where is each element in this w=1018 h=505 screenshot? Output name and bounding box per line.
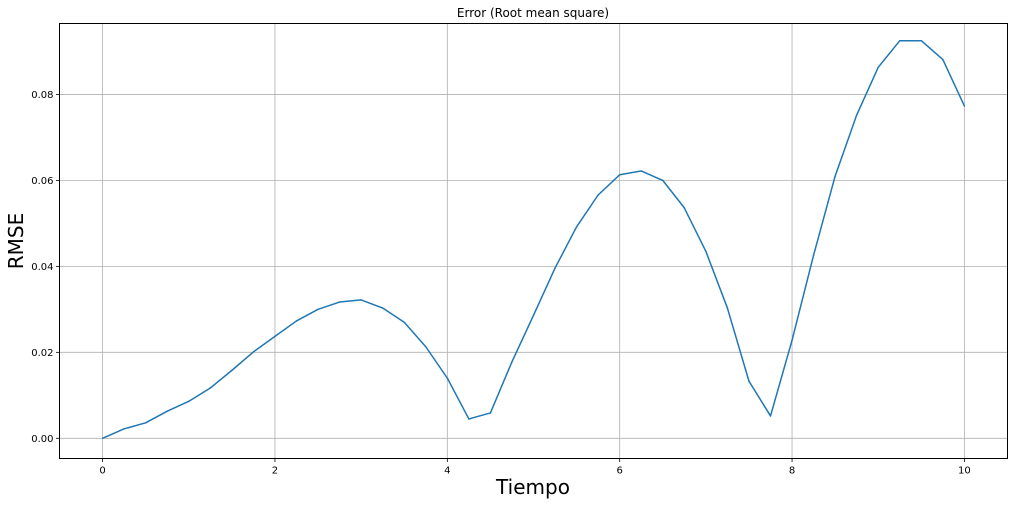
x-axis: 0 2 4 6 8 10 — [99, 458, 971, 477]
rmse-data-point — [597, 194, 599, 196]
rmse-data-point — [705, 250, 707, 253]
rmse-data-point — [748, 380, 750, 382]
rmse-data-point — [812, 254, 815, 256]
rmse-data-point — [769, 415, 772, 417]
y-tick-label: 0.08 — [31, 90, 53, 101]
rmse-data-point — [575, 226, 578, 228]
rmse-data-point — [381, 307, 384, 309]
rmse-data-point — [360, 299, 362, 301]
rmse-data-point — [188, 400, 190, 403]
rmse-data-point — [511, 361, 513, 363]
rmse-data-point — [403, 321, 405, 323]
rmse-data-point — [338, 301, 341, 303]
rmse-data-point — [662, 179, 664, 182]
rmse-data-point — [855, 114, 858, 116]
rmse-data-point — [834, 175, 836, 177]
grid-lines — [59, 23, 1008, 459]
x-tick-label: 6 — [616, 466, 622, 477]
y-tick-label: 0.00 — [31, 434, 53, 445]
rmse-data-point — [963, 105, 966, 107]
rmse-data-point — [231, 369, 233, 372]
rmse-data-point — [683, 207, 686, 209]
rmse-data-point — [123, 428, 125, 430]
rmse-data-point — [209, 387, 212, 389]
rmse-data-point — [101, 437, 104, 440]
rmse-data-point — [274, 335, 276, 338]
plot-area-frame — [59, 23, 1008, 459]
series-layer — [101, 39, 966, 440]
rmse-data-point — [791, 339, 793, 342]
rmse-data-point — [532, 314, 535, 317]
x-axis-label: Tiempo — [495, 475, 570, 499]
y-axis-label: RMSE — [4, 213, 28, 269]
rmse-data-point — [489, 412, 492, 414]
rmse-data-point — [252, 351, 255, 353]
rmse-data-point — [425, 345, 427, 348]
rmse-data-point — [618, 174, 621, 176]
chart-title: Error (Root mean square) — [457, 6, 609, 20]
rmse-data-point — [877, 66, 879, 69]
rmse-data-point — [446, 377, 449, 379]
y-tick-label: 0.06 — [31, 176, 53, 187]
y-axis: 0.00 0.02 0.04 0.06 0.08 — [31, 90, 60, 445]
x-tick-label: 8 — [789, 466, 795, 477]
y-tick-label: 0.02 — [31, 348, 53, 359]
rmse-data-point — [726, 307, 729, 309]
rmse-data-point — [317, 308, 319, 311]
rmse-data-point — [554, 267, 556, 269]
x-tick-label: 2 — [272, 466, 278, 477]
y-tick-label: 0.04 — [31, 262, 53, 273]
rmse-data-point — [144, 422, 147, 424]
rmse-data-point — [468, 418, 470, 420]
x-tick-label: 4 — [444, 466, 450, 477]
rmse-data-point — [295, 320, 298, 322]
rmse-data-point — [942, 58, 944, 61]
rmse-data-point — [640, 170, 642, 172]
x-tick-label: 0 — [99, 466, 105, 477]
x-tick-label: 10 — [958, 466, 971, 477]
rmse-data-point — [166, 410, 168, 412]
rmse-data-point — [920, 39, 923, 42]
rmse-data-point — [899, 39, 901, 42]
